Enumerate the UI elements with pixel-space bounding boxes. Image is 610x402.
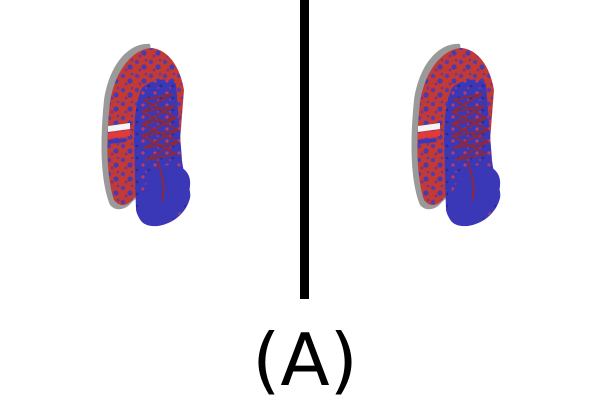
right-panel (402, 30, 522, 240)
sneaker-image-right (410, 42, 502, 228)
sneaker-image-left (100, 42, 192, 228)
center-divider (300, 0, 309, 299)
left-panel (92, 30, 212, 240)
figure-caption: (A) (252, 318, 358, 402)
